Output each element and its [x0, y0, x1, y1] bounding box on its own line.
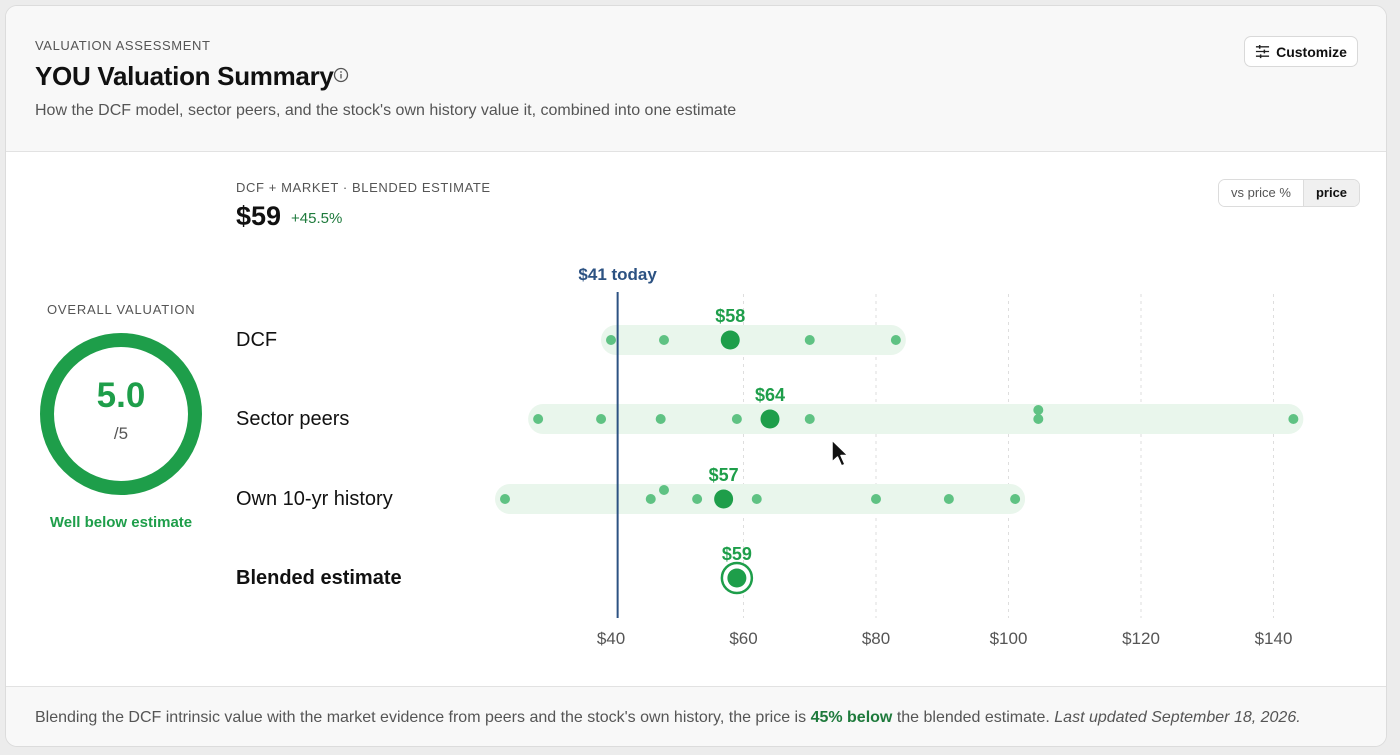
section-eyebrow: VALUATION ASSESSMENT: [35, 38, 211, 53]
blended-point: [727, 568, 747, 588]
estimate-point: [714, 489, 734, 509]
estimate-label: $58: [715, 306, 745, 326]
page-title: YOU Valuation Summary: [35, 61, 334, 91]
range-point: [596, 414, 607, 424]
x-tick-label: $140: [1255, 629, 1293, 648]
range-point: [659, 485, 669, 495]
range-point: [751, 494, 762, 504]
blend-value: $59: [236, 201, 282, 231]
page-subtitle: How the DCF model, sector peers, and the…: [35, 102, 737, 119]
footer-summary: Blending the DCF intrinsic value with th…: [35, 709, 1301, 727]
card-footer: Blending the DCF intrinsic value with th…: [6, 686, 1386, 746]
range-point: [500, 494, 510, 504]
blend-change: +45.5%: [291, 210, 343, 227]
x-tick-label: $60: [729, 629, 757, 648]
x-tick-label: $80: [862, 629, 890, 648]
estimate-label: $57: [709, 465, 739, 485]
range-point: [659, 335, 669, 345]
range-point: [606, 335, 616, 345]
range-point: [692, 494, 703, 504]
customize-label: Customize: [1276, 43, 1347, 60]
footer-updated: Last updated September 18, 2026.: [1054, 709, 1301, 726]
display-toggle: vs price % price: [1218, 179, 1361, 207]
range-point: [1033, 405, 1044, 415]
valuation-card: VALUATION ASSESSMENT YOU Valuation Summa…: [5, 5, 1387, 747]
range-point: [1010, 494, 1021, 504]
sliders-icon: [1256, 44, 1270, 59]
gauge-label: OVERALL VALUATION: [47, 302, 196, 317]
today-label: $41 today: [578, 265, 657, 284]
toggle-price[interactable]: price: [1302, 180, 1360, 206]
estimate-label: $59: [722, 544, 752, 564]
customize-button[interactable]: Customize: [1244, 36, 1358, 67]
x-tick-label: $120: [1122, 629, 1160, 648]
range-point: [731, 414, 742, 424]
footer-text-after: the blended estimate.: [892, 709, 1055, 726]
range-point: [804, 414, 815, 424]
footer-text-before: Blending the DCF intrinsic value with th…: [35, 709, 811, 726]
range-point: [890, 335, 901, 345]
row-label-dcf: DCF: [236, 329, 278, 351]
range-point: [943, 494, 954, 504]
range-point: [1288, 414, 1299, 424]
estimate-label: $64: [755, 385, 785, 405]
range-point: [804, 335, 815, 345]
row-label-blended: Blended estimate: [236, 567, 402, 589]
estimate-point: [720, 330, 740, 350]
range-point: [655, 414, 666, 424]
row-label-own-history: Own 10-yr history: [236, 488, 393, 510]
range-band: [601, 325, 906, 355]
row-label-sector-peers: Sector peers: [236, 408, 350, 430]
range-band: [528, 404, 1304, 434]
x-tick-label: $40: [597, 629, 625, 648]
gauge-max: /5: [113, 424, 129, 443]
range-point: [533, 414, 544, 424]
valuation-range-chart: $40 $60 $80 $100 $120 $140 $58 $64 $57 $59 $41 tod…: [495, 265, 1304, 648]
valuation-gauge: [40, 333, 202, 495]
range-point: [1033, 414, 1044, 424]
x-tick-label: $100: [990, 629, 1028, 648]
footer-highlight: 45% below: [810, 709, 893, 726]
info-icon[interactable]: [333, 67, 349, 83]
gauge-verdict: Well below estimate: [49, 514, 193, 531]
estimate-point: [760, 409, 780, 429]
gauge-score: 5.0: [96, 376, 146, 415]
range-point: [645, 494, 656, 504]
range-point: [871, 494, 881, 504]
gauge-arc: [40, 333, 202, 495]
toggle-vs-price[interactable]: vs price %: [1219, 180, 1303, 206]
card-header: VALUATION ASSESSMENT YOU Valuation Summa…: [6, 6, 1386, 152]
blend-eyebrow: DCF + MARKET · BLENDED ESTIMATE: [236, 180, 491, 195]
mouse-cursor-icon: [831, 439, 849, 467]
